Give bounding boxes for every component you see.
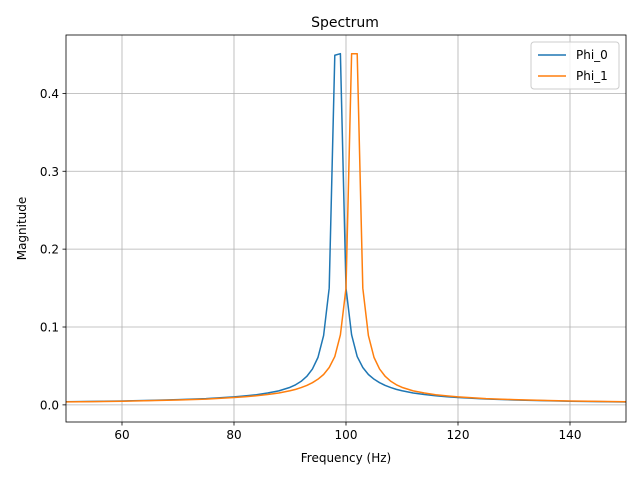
y-tick-label: 0.0 (40, 398, 59, 412)
x-tick-label: 120 (447, 428, 470, 442)
grid-lines (66, 35, 626, 422)
x-tick-label: 80 (226, 428, 241, 442)
legend-label-phi-0: Phi_0 (576, 48, 608, 62)
y-axis-label: Magnitude (15, 197, 29, 261)
chart-title: Spectrum (311, 15, 379, 31)
legend: Phi_0 Phi_1 (530, 41, 620, 90)
y-tick-label: 0.4 (40, 87, 59, 101)
y-tick-label: 0.2 (40, 243, 59, 257)
x-tick-label: 60 (114, 428, 129, 442)
series-lines (66, 52, 626, 403)
series-line-phi-1 (66, 52, 626, 403)
y-tick-label: 0.3 (40, 165, 59, 179)
legend-box (530, 41, 620, 90)
x-tick-label: 100 (335, 428, 358, 442)
x-axis-label: Frequency (Hz) (301, 451, 392, 465)
y-tick-label: 0.1 (40, 321, 59, 335)
x-tick-label: 140 (559, 428, 582, 442)
y-axis-ticks: 0.0 0.1 0.2 0.3 0.4 (40, 87, 66, 412)
x-axis-ticks: 60 80 100 120 140 (114, 422, 581, 442)
legend-label-phi-1: Phi_1 (576, 69, 608, 83)
